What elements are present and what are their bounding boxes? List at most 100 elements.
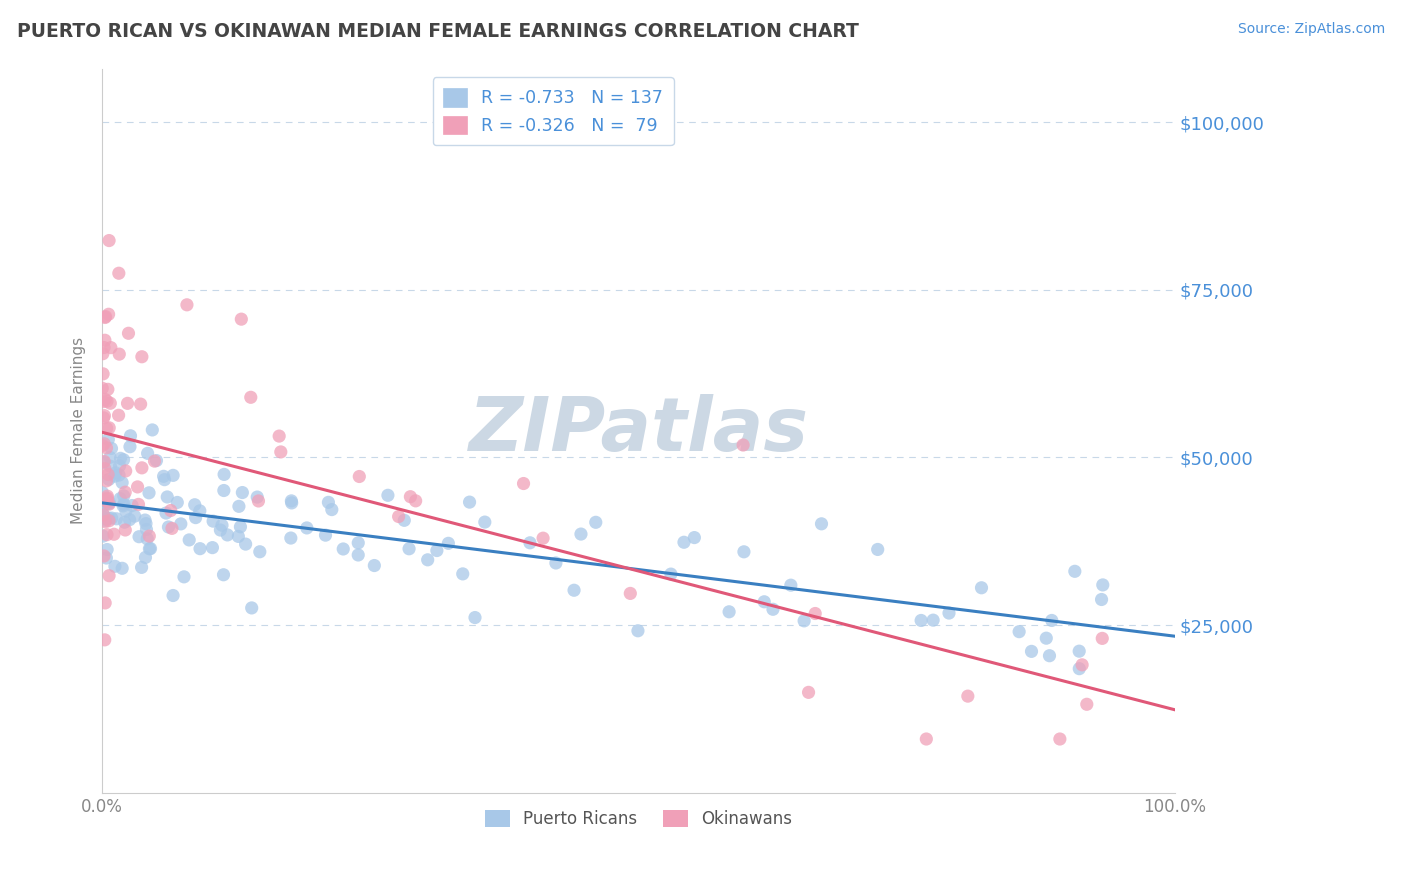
Point <box>1071 657 1094 672</box>
Point <box>332 541 354 556</box>
Point <box>405 493 427 508</box>
Point <box>105 512 128 526</box>
Point <box>235 537 257 551</box>
Point <box>347 536 370 550</box>
Point <box>112 499 135 513</box>
Point <box>114 464 136 478</box>
Point <box>94 513 117 527</box>
Point <box>138 541 160 556</box>
Point <box>114 485 136 500</box>
Point <box>97 307 120 321</box>
Point <box>91 381 114 395</box>
Point <box>627 624 650 638</box>
Point <box>93 437 115 451</box>
Point <box>97 382 120 396</box>
Point <box>162 468 184 483</box>
Point <box>166 495 188 509</box>
Point <box>659 567 682 582</box>
Point <box>93 510 115 524</box>
Point <box>956 689 979 703</box>
Point <box>239 390 262 404</box>
Point <box>94 333 117 347</box>
Point <box>394 513 416 527</box>
Point <box>104 559 127 574</box>
Point <box>922 613 945 627</box>
Point <box>111 561 134 575</box>
Point <box>519 536 541 550</box>
Point <box>416 553 439 567</box>
Point <box>93 409 115 423</box>
Point <box>96 489 118 503</box>
Point <box>672 535 695 549</box>
Point <box>136 446 159 460</box>
Point <box>683 531 706 545</box>
Point <box>718 605 741 619</box>
Point <box>733 438 755 452</box>
Point <box>398 541 420 556</box>
Point <box>94 596 117 610</box>
Point <box>315 528 337 542</box>
Point <box>280 496 302 510</box>
Point <box>111 475 134 490</box>
Point <box>1040 614 1063 628</box>
Point <box>100 511 122 525</box>
Point <box>93 454 115 468</box>
Point <box>280 494 302 508</box>
Point <box>451 566 474 581</box>
Point <box>426 543 449 558</box>
Point <box>91 367 114 381</box>
Point <box>569 527 592 541</box>
Point <box>179 533 201 547</box>
Point <box>96 441 118 455</box>
Point <box>96 542 118 557</box>
Point <box>100 341 122 355</box>
Point <box>97 467 120 482</box>
Point <box>619 586 641 600</box>
Point <box>779 578 801 592</box>
Point <box>141 423 163 437</box>
Point <box>114 515 136 529</box>
Point <box>938 606 960 620</box>
Point <box>1091 632 1114 646</box>
Point <box>184 498 207 512</box>
Point <box>134 550 156 565</box>
Point <box>866 542 889 557</box>
Point <box>810 516 832 531</box>
Point <box>120 429 142 443</box>
Point <box>97 433 120 447</box>
Point <box>173 570 195 584</box>
Point <box>104 466 127 480</box>
Point <box>103 527 125 541</box>
Point <box>562 583 585 598</box>
Point <box>915 731 938 746</box>
Point <box>94 498 117 512</box>
Point <box>585 516 607 530</box>
Point <box>1091 578 1114 592</box>
Point <box>512 476 534 491</box>
Text: Source: ZipAtlas.com: Source: ZipAtlas.com <box>1237 22 1385 37</box>
Point <box>156 490 179 504</box>
Point <box>112 452 135 467</box>
Point <box>464 610 486 624</box>
Point <box>131 560 153 574</box>
Point <box>91 485 114 500</box>
Point <box>143 454 166 468</box>
Point <box>295 521 318 535</box>
Point <box>91 347 114 361</box>
Point <box>212 467 235 482</box>
Point <box>1049 731 1071 746</box>
Point <box>131 460 153 475</box>
Point <box>94 310 117 324</box>
Point <box>321 502 343 516</box>
Point <box>100 459 122 474</box>
Point <box>247 494 270 508</box>
Point <box>127 480 149 494</box>
Point <box>108 458 131 473</box>
Point <box>129 397 152 411</box>
Point <box>98 396 121 410</box>
Legend: Puerto Ricans, Okinawans: Puerto Ricans, Okinawans <box>478 804 799 835</box>
Point <box>152 469 174 483</box>
Point <box>97 472 120 486</box>
Point <box>188 541 211 556</box>
Point <box>127 497 149 511</box>
